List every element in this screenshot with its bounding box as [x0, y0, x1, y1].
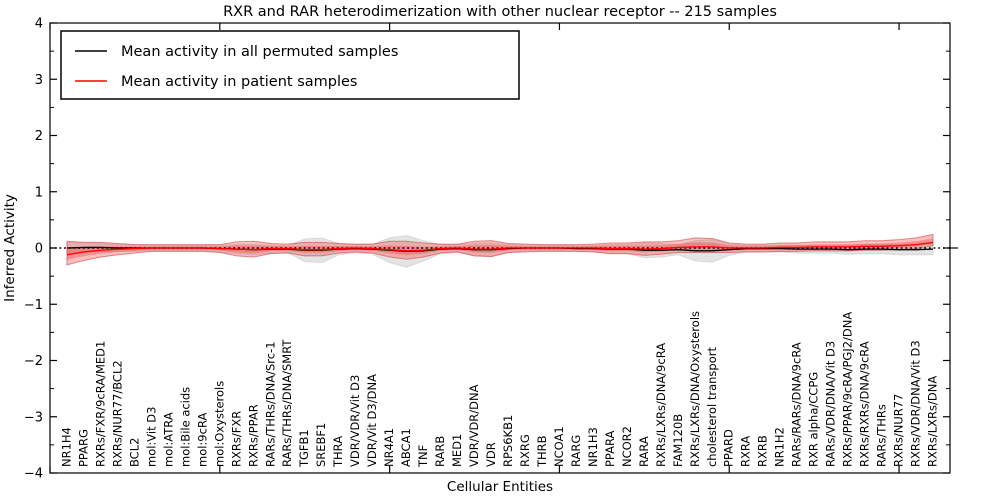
entity-label: RARs/THRs	[875, 404, 889, 467]
entity-label: RXRA	[739, 436, 753, 467]
y-tick-label: 2	[35, 129, 43, 144]
entity-label: TNF	[416, 445, 430, 468]
entity-label: RARs/THRs/DNA/Src-1	[263, 341, 277, 467]
y-axis-label: Inferred Activity	[2, 194, 18, 302]
entity-label: RXRs/NUR77	[892, 394, 906, 467]
entity-label: PPARG	[76, 429, 90, 467]
entity-label: RARA	[637, 436, 651, 467]
entity-label: RXRs/NUR77/BCL2	[110, 360, 124, 467]
entity-label: mol:ATRA	[161, 412, 175, 467]
plot-area: −4 −3 −2 −1 0 1 2 3 4 NR1H4 PPARG RXRs/FXR/9cRA/MED…	[24, 17, 958, 482]
entity-label: cholesterol transport	[705, 347, 719, 467]
entity-label: SREBF1	[314, 423, 328, 467]
entity-label: NR1H2	[773, 427, 787, 467]
entity-label: ABCA1	[399, 428, 413, 467]
entity-label: NR1H4	[59, 427, 73, 467]
entity-label: THRA	[331, 436, 345, 468]
entity-label: NCOA1	[552, 426, 566, 467]
legend-entry-permuted: Mean activity in all permuted samples	[121, 44, 398, 60]
patient-mean-line	[66, 241, 934, 256]
entity-label: RXRB	[756, 435, 770, 467]
entity-label: RXRs/PPAR/9cRA/PGJ2/DNA	[841, 312, 855, 467]
y-tick-label: 4	[35, 17, 43, 32]
chart-title: RXR and RAR heterodimerization with othe…	[223, 4, 777, 20]
entity-label: mol:Vit D3	[144, 407, 158, 467]
y-tick-label: 3	[35, 73, 43, 88]
entity-label: BCL2	[127, 438, 141, 467]
entity-label: VDR	[484, 442, 498, 467]
entity-label: mol:Oxysterols	[212, 381, 226, 467]
entity-label: MED1	[450, 434, 464, 467]
entity-label: RXRs/VDR/DNA/Vit D3	[909, 340, 923, 467]
entity-label: TGFB1	[297, 429, 311, 468]
entity-label: FAM120B	[671, 414, 685, 467]
entity-label: RXRs/RXRs/DNA/9cRA	[858, 341, 872, 467]
y-tick-label: −4	[24, 467, 43, 482]
entity-label: RXRs/LXRs/DNA/Oxysterols	[688, 311, 702, 467]
entity-label: NCOR2	[620, 426, 634, 467]
y-tick-label: −3	[24, 410, 43, 425]
entity-label: RARB	[433, 436, 447, 467]
y-tick-label: 1	[35, 185, 43, 200]
entity-label: VDR/Vit D3/DNA	[365, 374, 379, 467]
entity-label: NR1H3	[586, 427, 600, 467]
legend: Mean activity in all permuted samples Me…	[60, 30, 520, 100]
entity-label: RXRs/FXR	[229, 411, 243, 467]
entity-label: RARs/THRs/DNA/SMRT	[280, 339, 294, 467]
entity-label: THRB	[535, 435, 549, 468]
entity-label: mol:9cRA	[195, 413, 209, 467]
entity-label: mol:Bile acids	[178, 387, 192, 467]
x-axis-label: Cellular Entities	[447, 479, 553, 495]
entity-label: RARG	[569, 435, 583, 467]
entity-label: RXRs/FXR/9cRA/MED1	[93, 341, 107, 467]
entity-label: NR4A1	[382, 428, 396, 467]
entity-label: PPARD	[722, 429, 736, 467]
entity-label: RXRs/LXRs/DNA	[926, 376, 940, 467]
entity-label: RXRs/LXRs/DNA/9cRA	[654, 343, 668, 467]
entity-label: VDR/VDR/DNA	[467, 384, 481, 467]
entity-label: RXRG	[518, 434, 532, 467]
y-tick-label: 0	[35, 242, 43, 257]
entity-label: VDR/VDR/Vit D3	[348, 375, 362, 467]
entity-label: RPS6KB1	[501, 415, 515, 467]
entity-label: PPARA	[603, 430, 617, 467]
plot-frame	[49, 22, 951, 474]
legend-frame	[60, 30, 520, 100]
y-tick-label: −2	[24, 354, 43, 369]
entity-label: RARs/VDR/DNA/Vit D3	[824, 341, 838, 467]
entity-label: RARs/RARs/DNA/9cRA	[790, 342, 804, 467]
y-tick-label: −1	[24, 298, 43, 313]
entity-label: RXR alpha/CCPG	[807, 372, 821, 467]
entity-label: RXRs/PPAR	[246, 404, 260, 467]
legend-entry-patient: Mean activity in patient samples	[121, 74, 357, 90]
